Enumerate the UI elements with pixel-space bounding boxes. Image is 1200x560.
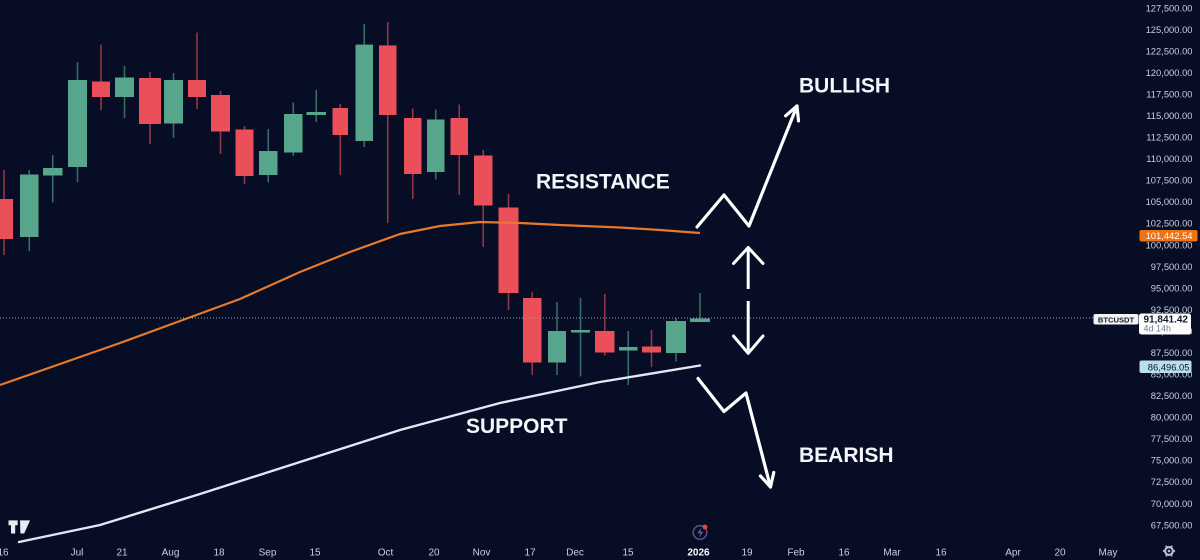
svg-text:75,000.00: 75,000.00 <box>1151 455 1193 466</box>
svg-text:Feb: Feb <box>787 548 805 559</box>
svg-text:20: 20 <box>428 548 440 559</box>
svg-text:Aug: Aug <box>162 548 180 559</box>
svg-text:110,000.00: 110,000.00 <box>1146 153 1192 164</box>
svg-text:16: 16 <box>0 548 9 559</box>
svg-text:SUPPORT: SUPPORT <box>466 415 568 438</box>
svg-text:2026: 2026 <box>687 548 710 559</box>
svg-text:21: 21 <box>116 548 128 559</box>
svg-text:16: 16 <box>838 548 850 559</box>
svg-text:115,000.00: 115,000.00 <box>1146 110 1192 121</box>
svg-text:102,500.00: 102,500.00 <box>1146 218 1193 229</box>
svg-text:Nov: Nov <box>473 548 491 559</box>
svg-text:15: 15 <box>309 548 321 559</box>
svg-text:101,442.54: 101,442.54 <box>1146 230 1193 241</box>
svg-text:Oct: Oct <box>378 548 394 559</box>
svg-text:117,500.00: 117,500.00 <box>1146 89 1192 100</box>
svg-text:97,500.00: 97,500.00 <box>1151 261 1193 272</box>
svg-text:19: 19 <box>741 548 753 559</box>
svg-text:77,500.00: 77,500.00 <box>1151 433 1193 444</box>
svg-text:May: May <box>1099 548 1118 559</box>
svg-text:BEARISH: BEARISH <box>799 444 894 467</box>
svg-text:125,000.00: 125,000.00 <box>1146 24 1193 35</box>
svg-text:20: 20 <box>1054 548 1066 559</box>
svg-text:16: 16 <box>935 548 947 559</box>
svg-text:70,000.00: 70,000.00 <box>1151 498 1193 509</box>
svg-text:122,500.00: 122,500.00 <box>1146 45 1193 56</box>
svg-text:18: 18 <box>213 548 225 559</box>
svg-text:15: 15 <box>622 548 634 559</box>
svg-text:87,500.00: 87,500.00 <box>1151 347 1193 358</box>
svg-text:72,500.00: 72,500.00 <box>1151 476 1193 487</box>
svg-text:4d 14h: 4d 14h <box>1144 324 1172 334</box>
svg-text:82,500.00: 82,500.00 <box>1151 390 1193 401</box>
svg-text:BULLISH: BULLISH <box>799 75 890 98</box>
svg-text:RESISTANCE: RESISTANCE <box>536 171 670 194</box>
svg-text:105,000.00: 105,000.00 <box>1146 196 1193 207</box>
svg-text:Dec: Dec <box>566 548 584 559</box>
svg-text:107,500.00: 107,500.00 <box>1146 175 1193 186</box>
svg-text:BTCUSDT: BTCUSDT <box>1098 315 1135 324</box>
svg-text:100,000.00: 100,000.00 <box>1146 239 1193 250</box>
svg-text:85,000.00: 85,000.00 <box>1151 369 1193 380</box>
svg-text:91,841.42: 91,841.42 <box>1144 314 1189 325</box>
svg-text:Apr: Apr <box>1005 548 1021 559</box>
svg-text:95,000.00: 95,000.00 <box>1151 282 1193 293</box>
svg-text:67,500.00: 67,500.00 <box>1151 519 1193 530</box>
svg-text:80,000.00: 80,000.00 <box>1151 412 1193 423</box>
svg-text:17: 17 <box>524 548 536 559</box>
svg-text:Sep: Sep <box>259 548 277 559</box>
svg-text:112,500.00: 112,500.00 <box>1146 132 1192 143</box>
svg-text:Mar: Mar <box>883 548 901 559</box>
svg-text:127,500.00: 127,500.00 <box>1146 2 1193 13</box>
svg-text:92,500.00: 92,500.00 <box>1151 304 1193 315</box>
svg-text:Jul: Jul <box>71 548 84 559</box>
svg-text:86,496.05: 86,496.05 <box>1148 361 1190 372</box>
svg-text:120,000.00: 120,000.00 <box>1146 67 1193 78</box>
